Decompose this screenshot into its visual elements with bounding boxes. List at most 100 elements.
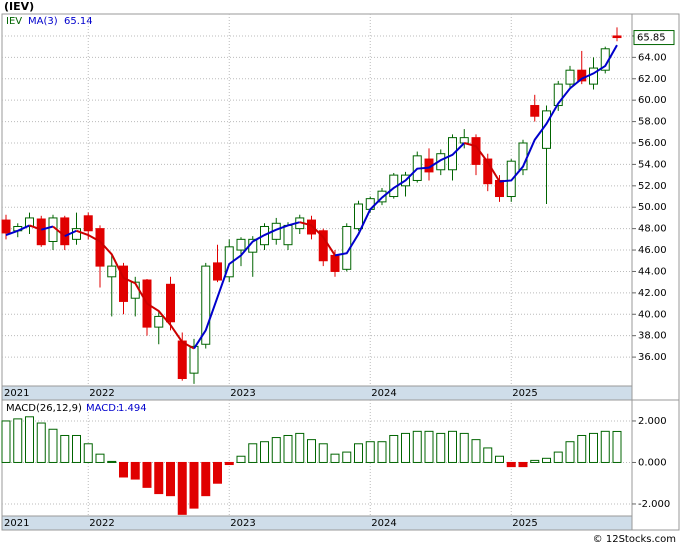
macd-bar [354,443,363,463]
ma-line [52,225,66,237]
plot-area [1,399,633,517]
macd-bar [612,430,622,463]
macd-bar [436,432,446,463]
macd-bar [154,461,164,495]
macd-bar [307,439,316,463]
candle-body [495,179,504,198]
candle-body [72,228,81,240]
plot-layer: 36.00 38.00 40.00 42.00 44.00 46.00 48.00 50.00… [1,13,680,531]
y-tick-label: 48.00 [638,224,667,235]
candle-body [83,215,93,232]
macd-bar [1,420,11,463]
macd-bar [342,451,352,463]
legend-symbol: IEV [6,16,22,27]
legend-ma: MA(3) [28,16,58,27]
x-tick-label: 2025 [512,388,537,399]
price-tag [633,30,675,46]
y-tick-label: 44.00 [638,266,667,277]
candle-body [107,265,117,278]
candle-body [236,238,246,251]
candle-body [154,315,164,328]
macd-bar [401,432,410,463]
candle-body [330,254,340,272]
candle-body [553,83,563,107]
candle-body [25,217,34,227]
macd-bar [577,434,587,463]
x-tick-label: 2024 [371,388,396,399]
macd-bar [459,432,469,463]
candle-body [318,230,328,262]
candle-body [60,217,70,246]
price-tag-label: 65.85 [637,33,666,44]
x-tick-label: 2022 [89,518,114,529]
macd-bar [248,443,258,463]
macd-bar [13,418,23,463]
y-tick-label: 46.00 [638,245,667,256]
y-tick-label: 60.00 [638,95,667,106]
candle-body [565,69,575,85]
chart-title: (IEV) [4,0,34,13]
macd-bar [166,461,175,497]
macd-bar [142,461,152,488]
y-tick-label: 62.00 [638,74,667,85]
ma-line [463,142,501,183]
macd-bar [565,441,575,463]
ma-line [499,44,618,183]
macd-bar [271,437,281,463]
ma-line [193,221,301,350]
watermark: © 12Stocks.com [593,534,676,545]
plot-area [1,13,633,387]
x-tick-label: 2024 [371,518,396,529]
macd-title: MACD(26,12,9) [6,403,82,414]
macd-bar [36,422,46,463]
ma-line [5,224,30,236]
y-tick-label: 52.00 [638,181,667,192]
macd-bar [177,461,187,515]
macd-bar [201,461,211,497]
ma-line [299,221,336,256]
candle-body [189,345,199,374]
ma-line [29,224,42,231]
macd-bar [483,447,493,463]
x-tick-label: 2023 [230,518,255,529]
macd-bar [412,430,422,463]
macd-bar [530,459,540,463]
y-tick-label: 54.00 [638,159,667,170]
ma-line [334,142,465,257]
macd-bar [600,430,610,463]
candle-body [166,283,175,323]
macd-bar [260,441,269,463]
legend-ma-value: 65.14 [64,16,93,27]
y-axis-area [631,399,680,531]
macd-bar [589,432,598,463]
candle-body [530,105,540,117]
macd-value: 1.494 [118,403,147,414]
y-tick-label: 58.00 [638,117,667,128]
macd-bar [389,434,399,463]
candle-body [612,35,622,39]
y-tick-label: 36.00 [638,352,667,363]
macd-bar [213,461,222,484]
y-tick-label: 2.000 [638,416,667,427]
candle-body [483,158,493,185]
y-tick-label: 56.00 [638,138,667,149]
macd-bar [495,455,504,463]
macd-bar [295,432,305,463]
x-tick-label: 2021 [4,388,29,399]
x-tick-label: 2023 [230,388,255,399]
macd-bar [330,453,340,463]
macd-bar [189,461,199,509]
y-tick-label: -2.000 [638,499,670,510]
y-tick-label: 0.000 [638,457,667,468]
macd-bar [25,416,34,463]
macd-bar [542,457,551,463]
macd-bar [318,443,328,463]
ma-line [76,229,195,350]
ma-line [64,229,77,238]
macd-bar [518,461,528,468]
macd-bar [424,430,434,463]
candle-body [459,137,469,144]
y-tick-label: 38.00 [638,331,667,342]
macd-bar [119,461,128,478]
